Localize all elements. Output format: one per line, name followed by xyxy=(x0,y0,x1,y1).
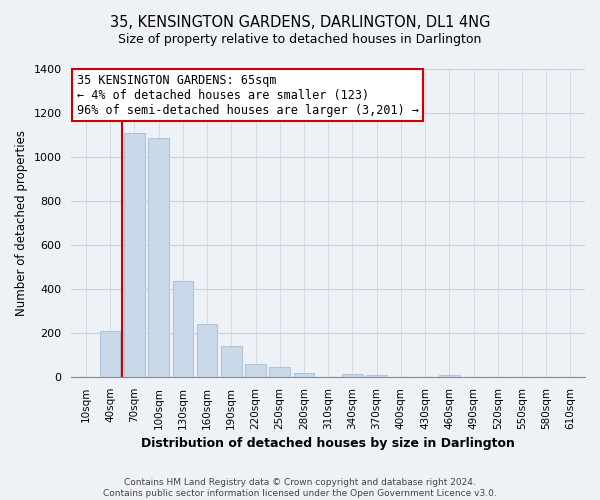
X-axis label: Distribution of detached houses by size in Darlington: Distribution of detached houses by size … xyxy=(141,437,515,450)
Bar xyxy=(100,331,121,377)
Bar xyxy=(245,364,266,377)
Bar xyxy=(197,324,217,377)
Bar xyxy=(342,374,363,377)
Bar xyxy=(269,367,290,377)
Text: 35, KENSINGTON GARDENS, DARLINGTON, DL1 4NG: 35, KENSINGTON GARDENS, DARLINGTON, DL1 … xyxy=(110,15,490,30)
Y-axis label: Number of detached properties: Number of detached properties xyxy=(15,130,28,316)
Bar xyxy=(148,138,169,377)
Text: Size of property relative to detached houses in Darlington: Size of property relative to detached ho… xyxy=(118,32,482,46)
Text: Contains HM Land Registry data © Crown copyright and database right 2024.
Contai: Contains HM Land Registry data © Crown c… xyxy=(103,478,497,498)
Bar xyxy=(439,374,460,377)
Bar xyxy=(221,346,242,377)
Text: 35 KENSINGTON GARDENS: 65sqm
← 4% of detached houses are smaller (123)
96% of se: 35 KENSINGTON GARDENS: 65sqm ← 4% of det… xyxy=(77,74,419,116)
Bar xyxy=(367,374,387,377)
Bar xyxy=(293,372,314,377)
Bar xyxy=(124,133,145,377)
Bar xyxy=(173,282,193,377)
